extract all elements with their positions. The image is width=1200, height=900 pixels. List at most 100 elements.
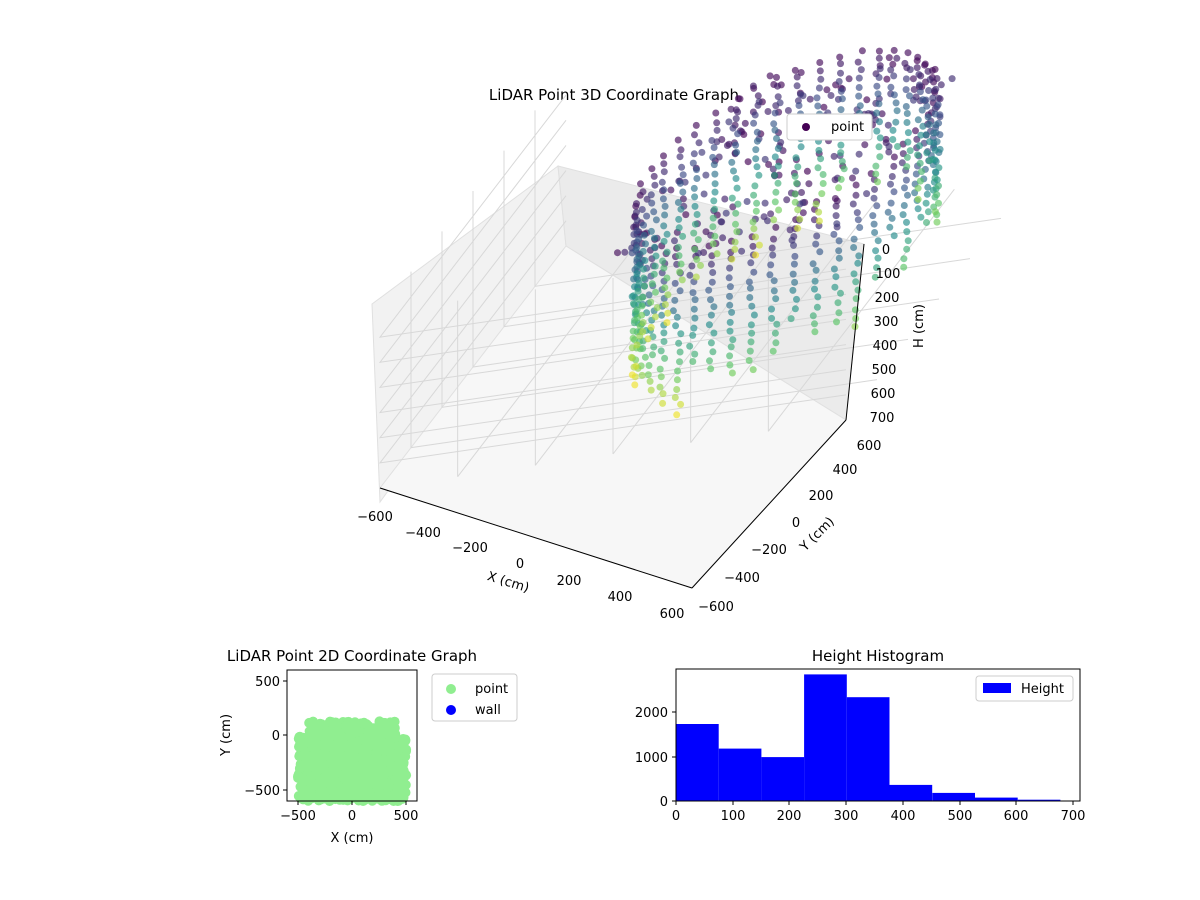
point-3d [924, 67, 932, 75]
point-3d [906, 66, 914, 74]
point-2d [316, 782, 327, 793]
point-3d [755, 171, 763, 179]
point-2d [316, 719, 327, 730]
point-3d [651, 313, 659, 321]
point-3d [689, 358, 697, 365]
point-3d [711, 180, 719, 188]
point-3d [774, 145, 782, 152]
point-3d [871, 229, 879, 236]
point-3d [832, 212, 840, 220]
point-3d [931, 110, 939, 118]
point-3d [677, 400, 685, 408]
point-3d [837, 141, 845, 149]
point-3d [632, 208, 640, 216]
point-3d [634, 287, 642, 295]
point-3d [871, 273, 879, 281]
point-3d [761, 155, 769, 163]
point-3d [770, 235, 777, 243]
point-3d [837, 69, 844, 77]
point-3d [835, 254, 843, 262]
x-tick-label: 400 [608, 590, 633, 605]
point-3d [929, 94, 937, 102]
point-2d [378, 721, 389, 732]
point-3d [889, 136, 897, 143]
point-3d [768, 314, 776, 322]
point-3d [875, 54, 883, 62]
point-3d [761, 199, 769, 207]
point-3d [633, 306, 641, 314]
point-3d [935, 199, 942, 207]
histogram-bar [718, 748, 762, 801]
point-3d [837, 149, 845, 157]
point-3d [863, 96, 871, 104]
point-2d [319, 747, 330, 758]
point-3d [726, 283, 734, 291]
point-3d [663, 319, 671, 327]
point-3d [674, 243, 682, 251]
point-3d [906, 92, 913, 100]
point-3d [831, 283, 839, 291]
point-3d [713, 126, 721, 134]
point-3d [925, 121, 933, 128]
x-tick-label: 200 [557, 574, 582, 589]
point-3d [776, 99, 784, 107]
point-3d [811, 285, 818, 293]
point-3d [629, 334, 637, 342]
point-2d [373, 783, 384, 794]
point-3d [727, 343, 735, 351]
gridline-h [378, 220, 847, 464]
point-3d [816, 248, 824, 256]
point-3d [845, 75, 853, 83]
point-3d [690, 324, 698, 332]
point-3d [892, 99, 900, 107]
point-2d [359, 744, 370, 755]
point-3d [766, 271, 774, 279]
point-3d [676, 348, 684, 356]
point-3d [635, 252, 643, 260]
point-3d [638, 311, 646, 319]
x-tick-label: −500 [280, 809, 316, 824]
point-3d [752, 155, 760, 163]
point-3d [835, 184, 843, 192]
point-3d [732, 175, 740, 182]
point-3d [728, 158, 736, 166]
point-3d [728, 308, 736, 316]
point-3d [812, 266, 820, 274]
y-tick-label: 0 [660, 795, 668, 810]
point-3d [676, 153, 684, 161]
legend-marker-wall [446, 705, 456, 715]
point-3d [660, 152, 667, 160]
x-axis-label-3d: X (cm) [485, 569, 531, 596]
point-3d [885, 143, 893, 151]
point-3d [732, 209, 740, 217]
point-3d [836, 53, 844, 61]
point-3d [924, 208, 932, 216]
point-2d [390, 749, 401, 760]
point-3d [791, 198, 799, 206]
point-3d [647, 227, 655, 235]
x-tick-label: 500 [394, 809, 419, 824]
point-3d [788, 236, 796, 244]
point-2d [304, 717, 315, 728]
point-3d [925, 87, 933, 94]
point-3d [750, 225, 758, 233]
point-3d [669, 307, 677, 315]
point-3d [710, 303, 718, 311]
point-3d [635, 235, 643, 243]
point-3d [641, 282, 648, 290]
point-2d [348, 755, 359, 766]
point-3d [774, 82, 781, 90]
point-3d [830, 230, 838, 238]
point-3d [663, 248, 671, 256]
point-2d [361, 781, 372, 792]
point-3d [705, 286, 713, 294]
point-3d [691, 131, 698, 139]
point-3d [638, 302, 646, 310]
point-3d [838, 95, 846, 103]
z-tick-label: 300 [874, 315, 899, 330]
point-3d [885, 148, 893, 156]
point-3d [771, 126, 779, 134]
z-tick-label: 0 [882, 243, 890, 258]
legend-label-height: Height [1021, 682, 1064, 697]
point-3d [916, 81, 923, 89]
